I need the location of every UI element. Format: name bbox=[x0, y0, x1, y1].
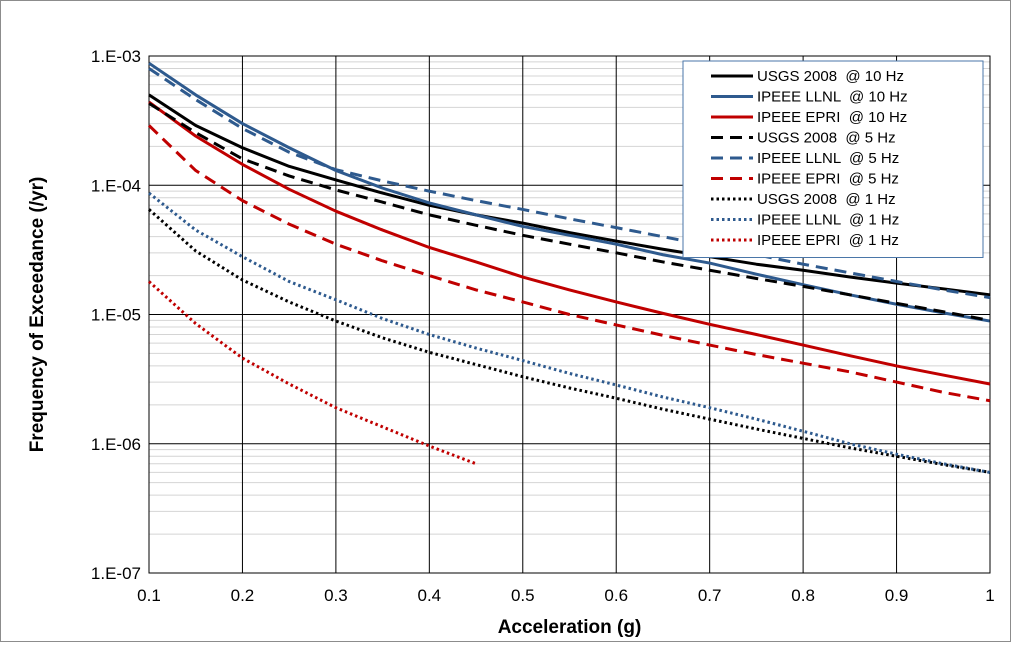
x-tick-label: 0.2 bbox=[231, 586, 255, 605]
series-layer bbox=[147, 61, 991, 474]
series-line-9 bbox=[147, 280, 477, 466]
y-axis-title: Frequency of Exceedance (/yr) bbox=[27, 177, 48, 453]
legend-label-9: IPEEE EPRI @ 1 Hz bbox=[757, 232, 899, 249]
legend-label-5: IPEEE LLNL @ 5 Hz bbox=[757, 150, 899, 167]
legend-label-2: IPEEE LLNL @ 10 Hz bbox=[757, 89, 908, 106]
series-line-8 bbox=[148, 191, 991, 474]
series-line-5 bbox=[148, 67, 991, 300]
legend-label-3: IPEEE EPRI @ 10 Hz bbox=[757, 109, 907, 126]
series-line-1 bbox=[148, 93, 991, 297]
x-tick-label: 1 bbox=[985, 586, 994, 605]
tick-labels: 0.1 0.2 0.3 0.4 0.5 0.6 0.7 0.8 0.9 1 1.E-07 1.E-06… bbox=[91, 47, 995, 605]
y-tick-label: 1.E-05 bbox=[91, 306, 141, 325]
legend-label-6: IPEEE EPRI @ 5 Hz bbox=[757, 171, 899, 188]
series-line-6 bbox=[147, 124, 991, 403]
x-tick-label: 0.1 bbox=[137, 586, 161, 605]
series-line-3 bbox=[148, 100, 991, 386]
x-tick-label: 0.9 bbox=[885, 586, 909, 605]
x-tick-label: 0.5 bbox=[511, 586, 535, 605]
series-line-7 bbox=[148, 208, 991, 474]
legend-label-7: USGS 2008 @ 1 Hz bbox=[757, 191, 896, 208]
y-tick-label: 1.E-06 bbox=[91, 435, 141, 454]
series-line-4 bbox=[148, 102, 991, 322]
x-tick-label: 0.4 bbox=[418, 586, 442, 605]
x-tick-label: 0.3 bbox=[324, 586, 348, 605]
x-tick-label: 0.6 bbox=[604, 586, 628, 605]
y-tick-label: 1.E-04 bbox=[91, 176, 141, 195]
y-tick-label: 1.E-03 bbox=[91, 47, 141, 66]
legend: USGS 2008 @ 10 Hz IPEEE LLNL @ 10 Hz IPEEE… bbox=[682, 60, 984, 258]
legend-label-4: USGS 2008 @ 5 Hz bbox=[757, 130, 896, 147]
legend-label-8: IPEEE LLNL @ 1 Hz bbox=[757, 212, 899, 229]
x-tick-label: 0.7 bbox=[698, 586, 722, 605]
x-axis-title: Acceleration (g) bbox=[498, 617, 642, 638]
x-tick-label: 0.8 bbox=[791, 586, 815, 605]
y-tick-label: 1.E-07 bbox=[91, 564, 141, 583]
plot-area-border bbox=[148, 55, 991, 574]
legend-label-1: USGS 2008 @ 10 Hz bbox=[757, 68, 904, 85]
